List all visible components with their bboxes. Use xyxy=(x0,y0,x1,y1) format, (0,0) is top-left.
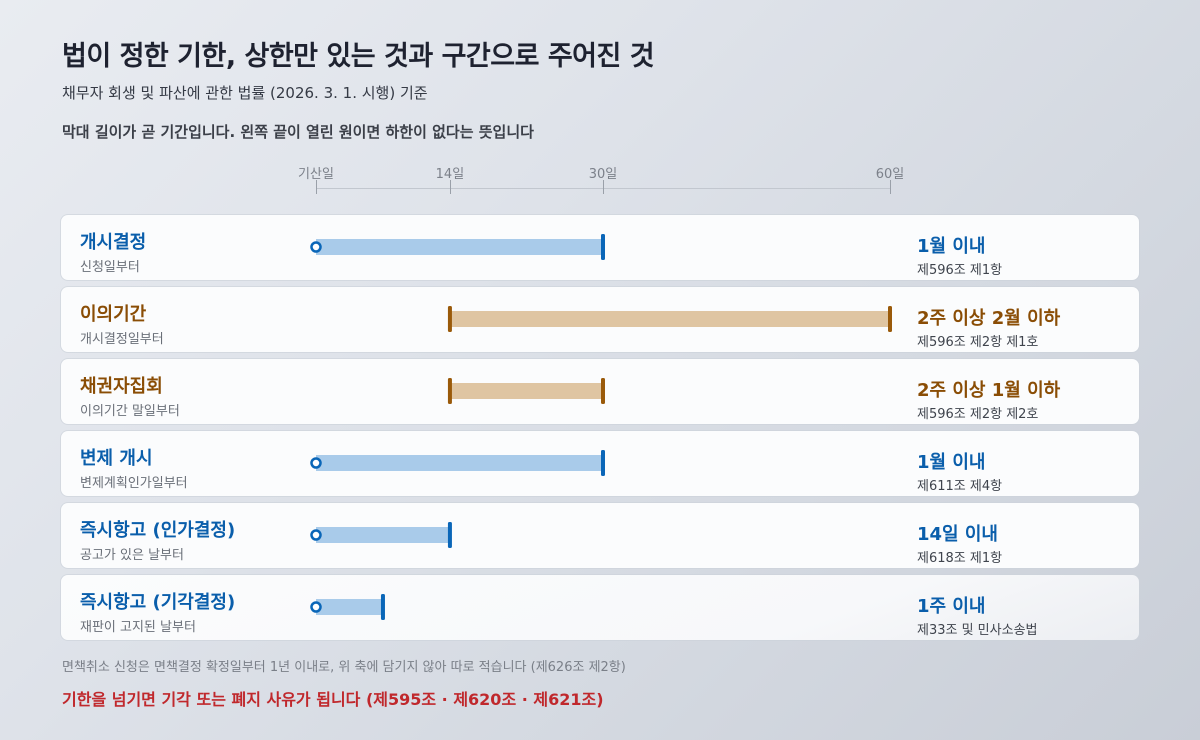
row-bar-track xyxy=(310,234,605,260)
row-range-label: 1주 이내 xyxy=(917,596,986,617)
row-law-reference: 제596조 제2항 제1호 xyxy=(917,335,1039,350)
x-tick-mark xyxy=(449,180,451,194)
range-bar xyxy=(316,599,383,615)
upper-bound-marker xyxy=(601,378,605,404)
row-law-reference: 제33조 및 민사소송법 xyxy=(917,623,1038,638)
chart-title: 법이 정한 기한, 상한만 있는 것과 구간으로 주어진 것 xyxy=(62,41,655,72)
row-start-point: 공고가 있은 날부터 xyxy=(80,548,184,563)
x-tick-label: 14일 xyxy=(435,167,465,182)
open-lower-bound-marker xyxy=(310,241,322,253)
lower-bound-marker xyxy=(447,378,452,404)
row-start-point: 재판이 고지된 날부터 xyxy=(80,620,196,635)
x-tick-mark xyxy=(890,180,891,194)
x-tick-label: 30일 xyxy=(588,167,618,182)
range-bar xyxy=(316,455,603,471)
x-axis: 기산일 14일 30일 60일 xyxy=(0,158,1200,198)
upper-bound-marker xyxy=(601,234,605,260)
upper-bound-marker xyxy=(380,594,385,620)
chart-subtitle: 채무자 회생 및 파산에 관한 법률 (2026. 3. 1. 시행) 기준 xyxy=(62,84,428,102)
x-tick-mark xyxy=(316,180,317,194)
row-start-point: 이의기간 말일부터 xyxy=(80,404,180,419)
x-tick-label: 60일 xyxy=(875,167,905,182)
deadline-warning: 기한을 넘기면 기각 또는 폐지 사유가 됩니다 (제595조 · 제620조 … xyxy=(62,690,604,709)
row-start-point: 변제계획인가일부터 xyxy=(80,476,188,491)
row-bar-track xyxy=(447,378,605,404)
upper-bound-marker xyxy=(601,450,605,476)
row-law-reference: 제596조 제1항 xyxy=(917,263,1003,278)
row-label: 즉시항고 (기각결정) xyxy=(80,592,236,613)
row-start-point: 신청일부터 xyxy=(80,260,140,275)
row-bar-track xyxy=(310,522,452,548)
range-bar xyxy=(449,311,890,327)
row-law-reference: 제611조 제4항 xyxy=(917,479,1003,494)
row-label: 채권자집회 xyxy=(80,376,163,397)
upper-bound-marker xyxy=(888,306,892,332)
open-lower-bound-marker xyxy=(310,529,322,541)
row-label: 개시결정 xyxy=(80,232,147,253)
row-label: 즉시항고 (인가결정) xyxy=(80,520,236,541)
row-bar-track xyxy=(310,594,385,620)
row-bar-track xyxy=(447,306,892,332)
open-lower-bound-marker xyxy=(310,457,322,469)
x-tick-mark xyxy=(603,180,604,194)
row-label: 이의기간 xyxy=(80,304,147,325)
row-range-label: 2주 이상 1월 이하 xyxy=(917,380,1061,401)
range-bar xyxy=(449,383,603,399)
upper-bound-marker xyxy=(447,522,452,548)
row-range-label: 1월 이내 xyxy=(917,236,986,257)
x-tick-label: 기산일 xyxy=(298,167,334,182)
row-range-label: 14일 이내 xyxy=(917,524,998,545)
lower-bound-marker xyxy=(447,306,452,332)
footnote: 면책취소 신청은 면책결정 확정일부터 1년 이내로, 위 축에 담기지 않아 … xyxy=(62,660,626,675)
range-bar xyxy=(316,239,603,255)
open-lower-bound-marker xyxy=(310,601,322,613)
row-range-label: 1월 이내 xyxy=(917,452,986,473)
range-bar xyxy=(316,527,450,543)
row-law-reference: 제618조 제1항 xyxy=(917,551,1003,566)
row-bar-track xyxy=(310,450,605,476)
row-label: 변제 개시 xyxy=(80,448,153,469)
reading-note: 막대 길이가 곧 기간입니다. 왼쪽 끝이 열린 원이면 하한이 없다는 뜻입니… xyxy=(62,123,534,141)
row-range-label: 2주 이상 2월 이하 xyxy=(917,308,1061,329)
row-start-point: 개시결정일부터 xyxy=(80,332,164,347)
row-law-reference: 제596조 제2항 제2호 xyxy=(917,407,1039,422)
